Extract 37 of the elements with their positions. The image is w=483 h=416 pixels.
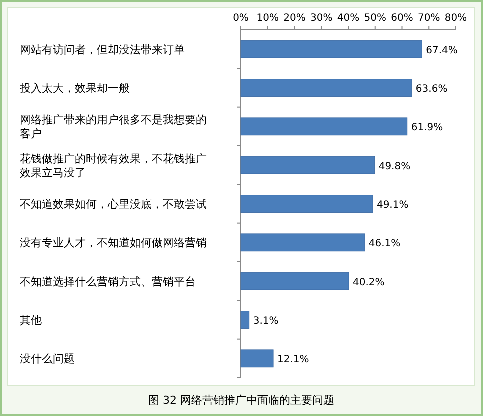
bar xyxy=(240,272,350,290)
x-tick-label: 50% xyxy=(364,13,386,24)
y-tick-label: 其他 xyxy=(20,314,42,327)
x-tick-label: 80% xyxy=(444,13,468,24)
x-tick-label: 40% xyxy=(337,13,360,24)
bar xyxy=(240,311,250,329)
data-label: 46.1% xyxy=(368,238,401,250)
data-label: 67.4% xyxy=(426,45,458,56)
caption: 图 32 网络营销推广中面临的主要问题 xyxy=(148,394,334,407)
data-label: 63.6% xyxy=(416,84,448,95)
x-tick-label: 0% xyxy=(233,13,249,24)
y-tick-label: 花钱做推广的时候有效果，不花钱推广效果立马没了 xyxy=(20,152,207,180)
bar xyxy=(240,234,366,252)
data-label: 49.1% xyxy=(376,200,409,211)
y-tick-label: 没什么问题 xyxy=(20,352,75,366)
data-label: 3.1% xyxy=(253,316,279,327)
data-label: 49.8% xyxy=(378,161,411,172)
data-label: 12.1% xyxy=(278,354,310,366)
bar xyxy=(240,350,274,368)
data-label: 40.2% xyxy=(353,277,385,288)
y-tick-label: 没有专业人才，不知道如何做网络营销 xyxy=(20,236,207,250)
bar xyxy=(240,118,408,136)
y-tick-label: 投入太大，效果却一般 xyxy=(19,82,130,95)
y-tick-label: 不知道效果如何，心里没底，不敢尝试 xyxy=(20,198,207,211)
bar xyxy=(240,40,422,58)
x-tick-label: 10% xyxy=(256,13,279,24)
bar xyxy=(240,195,374,213)
bar xyxy=(240,79,412,97)
x-tick-label: 30% xyxy=(310,13,333,24)
data-label: 61.9% xyxy=(411,122,444,134)
x-tick-label: 70% xyxy=(418,13,440,24)
bar xyxy=(240,156,376,174)
y-tick-label: 网络推广带来的用户很多不是我想要的客户 xyxy=(20,114,207,141)
y-tick-label: 网站有访问者，但却没法带来订单 xyxy=(20,43,185,56)
y-tick-label: 不知道选择什么营销方式、营销平台 xyxy=(20,275,196,288)
x-tick-label: 20% xyxy=(284,13,306,24)
x-tick-label: 60% xyxy=(391,13,414,24)
